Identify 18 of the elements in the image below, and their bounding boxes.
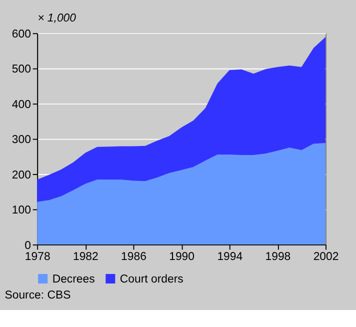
x-tick-label: 1982 bbox=[72, 251, 98, 264]
legend-label: Court orders bbox=[120, 274, 184, 286]
y-tick-label: 600 bbox=[12, 28, 31, 40]
y-tick-label: 100 bbox=[12, 204, 31, 217]
x-tick-label: 1986 bbox=[121, 251, 146, 264]
legend-label: Decrees bbox=[52, 274, 96, 286]
y-tick-label: 400 bbox=[12, 98, 31, 111]
x-tick-label: 2002 bbox=[313, 251, 339, 264]
y-tick-label: 200 bbox=[12, 169, 31, 182]
x-tick-label: 1994 bbox=[217, 251, 244, 264]
y-axis-title: × 1,000 bbox=[38, 12, 77, 24]
x-tick-label: 1998 bbox=[265, 251, 291, 264]
y-tick-label: 500 bbox=[12, 64, 31, 76]
source-note: Source: CBS bbox=[4, 290, 72, 302]
x-tick-label: 1990 bbox=[169, 251, 194, 264]
x-tick-label: 1978 bbox=[24, 251, 50, 264]
y-tick-label: 0 bbox=[24, 240, 31, 252]
y-tick-label: 300 bbox=[12, 134, 31, 146]
